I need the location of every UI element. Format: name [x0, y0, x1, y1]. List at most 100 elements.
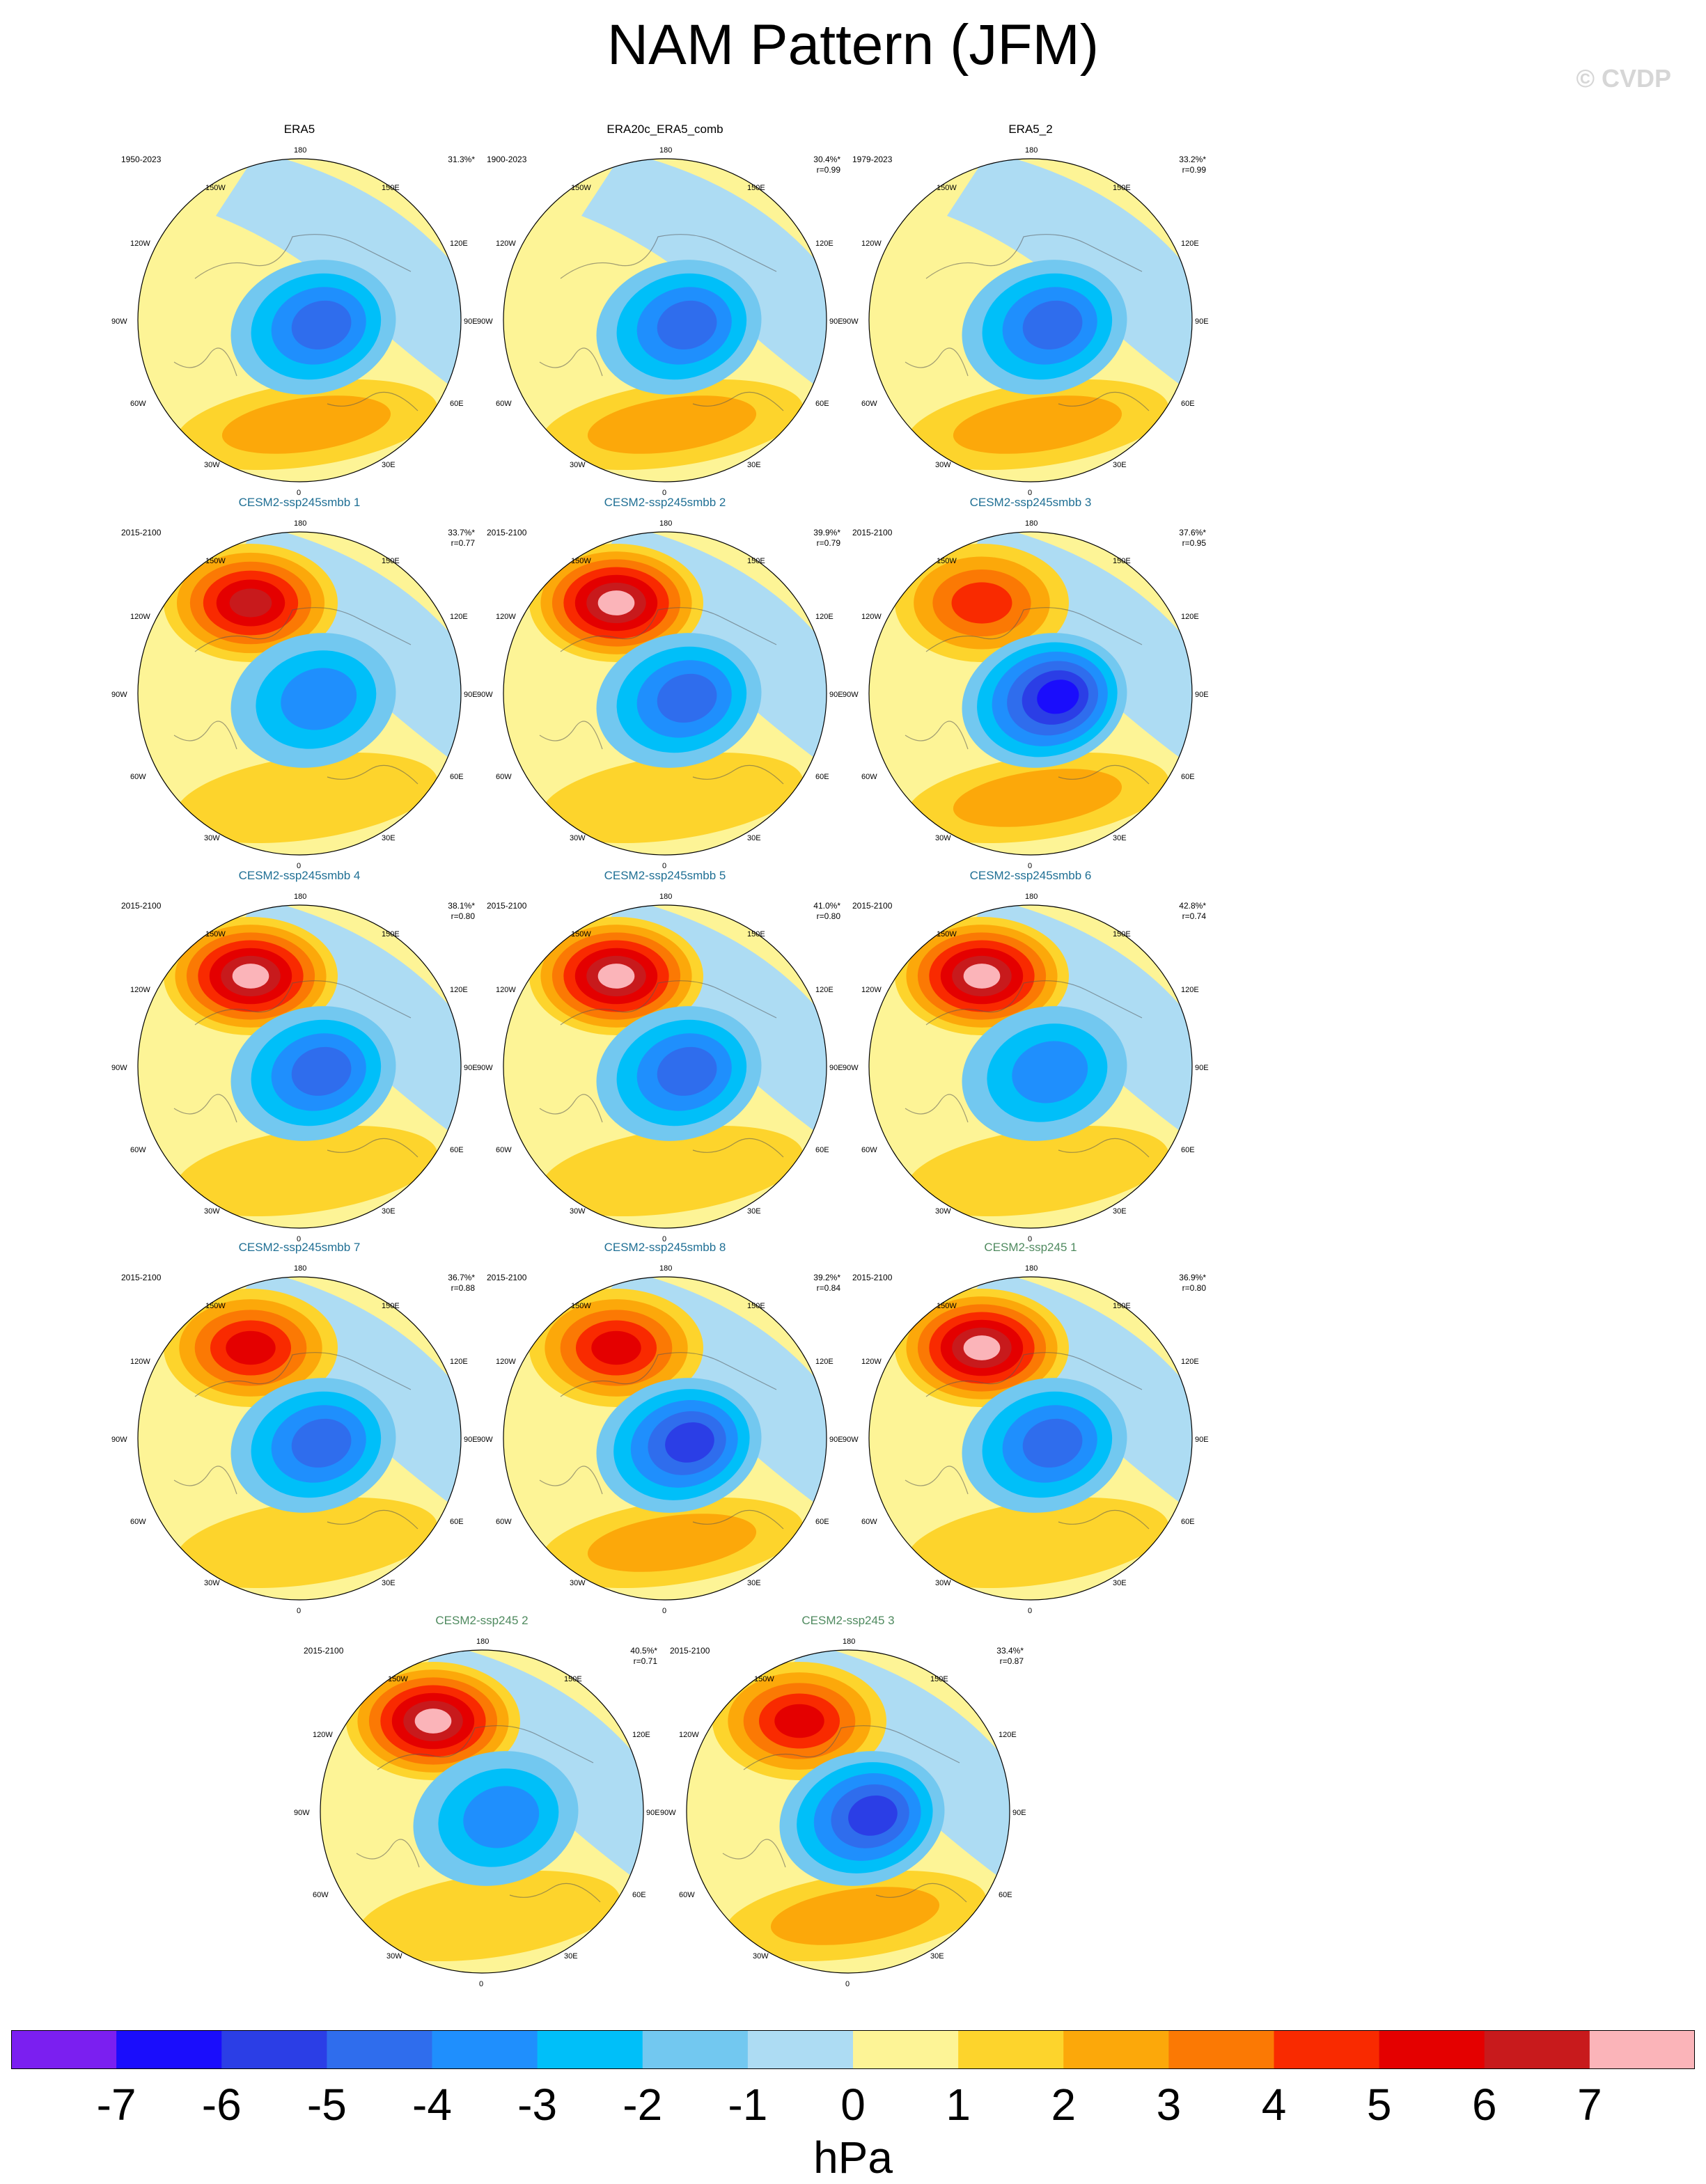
map-panel: ERA20c_ERA5_comb 1900-2023 30.4%* r=0.99 180…: [477, 123, 853, 497]
panel-period: 2015-2100: [121, 901, 162, 911]
panel-stats: 30.4%* r=0.99: [813, 155, 840, 175]
longitude-label: 180: [1025, 146, 1038, 155]
colorbar-bin: [432, 2030, 538, 2069]
panel-period: 2015-2100: [304, 1646, 344, 1656]
colorbar-bin: [1589, 2030, 1695, 2069]
panel-correlation: r=0.87: [999, 1656, 1024, 1666]
panel-title: CESM2-ssp245smbb 3: [969, 496, 1092, 509]
longitude-label: 90E: [829, 1436, 843, 1444]
longitude-label: 60E: [1181, 1518, 1195, 1526]
panel-variance: 37.6%*: [1179, 528, 1206, 537]
longitude-label: 120E: [632, 1731, 650, 1739]
longitude-label: 180: [1025, 519, 1038, 528]
longitude-label: 60W: [130, 1146, 146, 1154]
arctic-low-contour: [1037, 679, 1079, 714]
panel-stats: 33.7%* r=0.77: [448, 528, 475, 549]
longitude-label: 0: [662, 489, 667, 497]
polar-map: [137, 904, 462, 1229]
colorbar-tick-label: 0: [840, 2080, 866, 2130]
longitude-label: 60W: [130, 773, 146, 781]
longitude-label: 30W: [570, 834, 586, 842]
longitude-label: 90E: [464, 317, 478, 326]
longitude-label: 90W: [477, 317, 493, 326]
panel-period: 2015-2100: [670, 1646, 710, 1656]
colorbar-tick-label: 7: [1577, 2080, 1602, 2130]
longitude-label: 0: [662, 1607, 667, 1615]
map-panel: CESM2-ssp245smbb 6 2015-2100 42.8%* r=0.74 1…: [843, 869, 1219, 1243]
longitude-label: 150W: [205, 1302, 226, 1310]
pacific-high-contour: [229, 588, 272, 618]
longitude-label: 30W: [204, 461, 220, 469]
panel-correlation: r=0.80: [1182, 1283, 1206, 1293]
atlantic-positive-contour: [587, 395, 757, 454]
longitude-label: 0: [297, 862, 302, 870]
longitude-label: 150E: [382, 184, 400, 192]
arctic-low-contour: [291, 1046, 352, 1096]
longitude-label: 30E: [1113, 834, 1127, 842]
atlantic-positive-contour: [906, 1125, 1169, 1217]
longitude-label: 30W: [204, 834, 220, 842]
longitude-label: 120W: [496, 1358, 516, 1366]
pacific-high-contour: [232, 964, 269, 989]
colorbar-tick-label: -3: [517, 2080, 558, 2130]
watermark: © CVDP: [1576, 64, 1671, 93]
longitude-label: 30W: [935, 1579, 951, 1587]
longitude-label: 0: [297, 1235, 302, 1243]
map-panel: CESM2-ssp245smbb 4 2015-2100 38.1%* r=0.80 1…: [111, 869, 487, 1243]
longitude-label: 90E: [1195, 691, 1209, 699]
coastlines: [539, 234, 784, 411]
colorbar-tick-label: 5: [1366, 2080, 1392, 2130]
longitude-label: 60W: [496, 1146, 512, 1154]
panel-title: CESM2-ssp245smbb 4: [238, 869, 361, 882]
arctic-low-contour: [848, 1795, 898, 1836]
panel-stats: 42.8%* r=0.74: [1179, 901, 1206, 922]
coastlines: [173, 980, 418, 1158]
panel-variance: 33.7%*: [448, 528, 475, 537]
arctic-low-contour: [657, 300, 717, 349]
longitude-label: 180: [294, 1264, 307, 1273]
longitude-label: 60E: [815, 773, 829, 781]
longitude-label: 60E: [1181, 773, 1195, 781]
longitude-label: 150W: [571, 557, 591, 565]
longitude-label: 60E: [450, 1518, 464, 1526]
longitude-label: 90W: [843, 1436, 859, 1444]
panel-title: CESM2-ssp245smbb 2: [604, 496, 726, 509]
longitude-label: 150E: [564, 1675, 582, 1683]
longitude-label: 60W: [861, 773, 877, 781]
longitude-label: 120W: [313, 1731, 333, 1739]
panel-stats: 33.4%* r=0.87: [996, 1646, 1024, 1667]
longitude-label: 60W: [496, 773, 512, 781]
panel-variance: 41.0%*: [813, 901, 840, 911]
colorbar-bin: [853, 2030, 959, 2069]
longitude-label: 30E: [564, 1952, 578, 1961]
pacific-high-contour: [951, 582, 1012, 624]
longitude-label: 30E: [747, 834, 761, 842]
longitude-label: 150E: [747, 557, 765, 565]
longitude-label: 30E: [1113, 1207, 1127, 1216]
longitude-label: 150E: [747, 930, 765, 938]
longitude-label: 60W: [496, 1518, 512, 1526]
longitude-label: 30E: [1113, 461, 1127, 469]
longitude-label: 180: [294, 893, 307, 901]
panel-variance: 33.4%*: [996, 1646, 1024, 1656]
longitude-label: 30E: [382, 1207, 396, 1216]
longitude-label: 180: [1025, 893, 1038, 901]
longitude-label: 180: [294, 146, 307, 155]
polar-map: [868, 158, 1193, 482]
longitude-label: 0: [479, 1980, 484, 1988]
longitude-label: 30E: [382, 834, 396, 842]
longitude-label: 150W: [571, 930, 591, 938]
longitude-label: 90W: [111, 1436, 127, 1444]
longitude-label: 30E: [382, 1579, 396, 1587]
coastlines: [722, 1725, 967, 1903]
longitude-label: 180: [659, 146, 673, 155]
polar-map: [137, 1276, 462, 1601]
panel-title: CESM2-ssp245 1: [984, 1241, 1077, 1254]
longitude-label: 60E: [815, 400, 829, 408]
longitude-label: 150E: [382, 1302, 400, 1310]
longitude-label: 180: [659, 893, 673, 901]
longitude-label: 30E: [747, 461, 761, 469]
colorbar-tick-label: 1: [946, 2080, 971, 2130]
longitude-label: 180: [659, 519, 673, 528]
longitude-label: 90W: [843, 1064, 859, 1072]
